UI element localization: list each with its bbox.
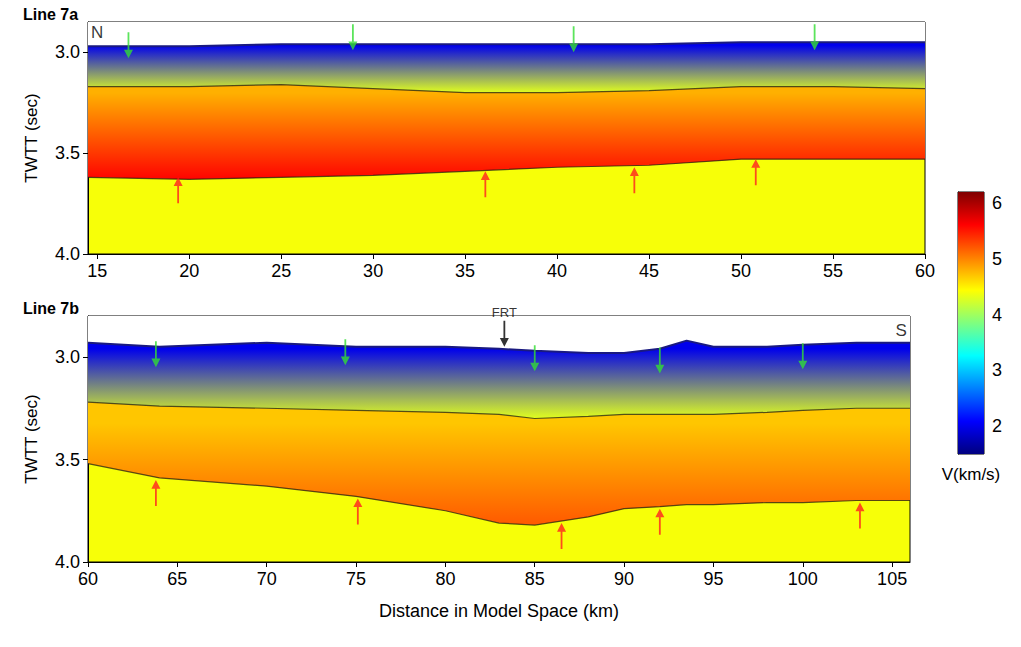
svg-text:3.0: 3.0 [55,42,80,62]
svg-text:65: 65 [167,569,187,589]
svg-text:TWTT (sec): TWTT (sec) [22,394,41,483]
svg-text:4.0: 4.0 [55,244,80,264]
svg-text:50: 50 [731,261,751,281]
svg-text:100: 100 [788,569,818,589]
svg-text:S: S [895,321,906,340]
svg-text:15: 15 [87,261,107,281]
svg-text:3.0: 3.0 [55,347,80,367]
svg-text:Line 7a: Line 7a [23,6,78,23]
svg-text:2: 2 [992,416,1002,436]
svg-text:70: 70 [257,569,277,589]
svg-text:60: 60 [78,569,98,589]
svg-text:90: 90 [614,569,634,589]
svg-text:55: 55 [823,261,843,281]
svg-text:20: 20 [179,261,199,281]
svg-text:Distance in Model Space (km): Distance in Model Space (km) [379,601,619,621]
svg-text:85: 85 [525,569,545,589]
svg-text:80: 80 [435,569,455,589]
svg-text:4.0: 4.0 [55,552,80,572]
svg-text:Line 7b: Line 7b [23,300,79,317]
svg-text:N: N [91,23,103,42]
svg-text:3: 3 [992,360,1002,380]
svg-text:6: 6 [992,193,1002,213]
svg-text:30: 30 [363,261,383,281]
svg-text:95: 95 [703,569,723,589]
svg-text:75: 75 [346,569,366,589]
svg-text:3.5: 3.5 [55,143,80,163]
svg-text:4: 4 [992,305,1002,325]
svg-text:40: 40 [547,261,567,281]
svg-text:TWTT (sec): TWTT (sec) [22,93,41,182]
svg-text:FRT: FRT [492,305,517,320]
svg-text:35: 35 [455,261,475,281]
svg-text:25: 25 [271,261,291,281]
svg-text:V(km/s): V(km/s) [942,465,1001,484]
svg-text:3.5: 3.5 [55,450,80,470]
svg-text:45: 45 [639,261,659,281]
svg-text:60: 60 [915,261,935,281]
svg-text:5: 5 [992,249,1002,269]
svg-text:105: 105 [877,569,907,589]
